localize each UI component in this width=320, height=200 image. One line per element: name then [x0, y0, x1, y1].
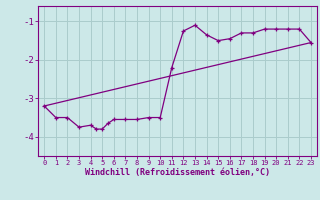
X-axis label: Windchill (Refroidissement éolien,°C): Windchill (Refroidissement éolien,°C)	[85, 168, 270, 177]
